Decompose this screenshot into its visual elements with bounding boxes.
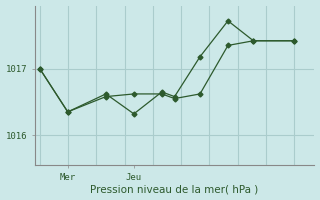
X-axis label: Pression niveau de la mer( hPa ): Pression niveau de la mer( hPa ): [91, 184, 259, 194]
